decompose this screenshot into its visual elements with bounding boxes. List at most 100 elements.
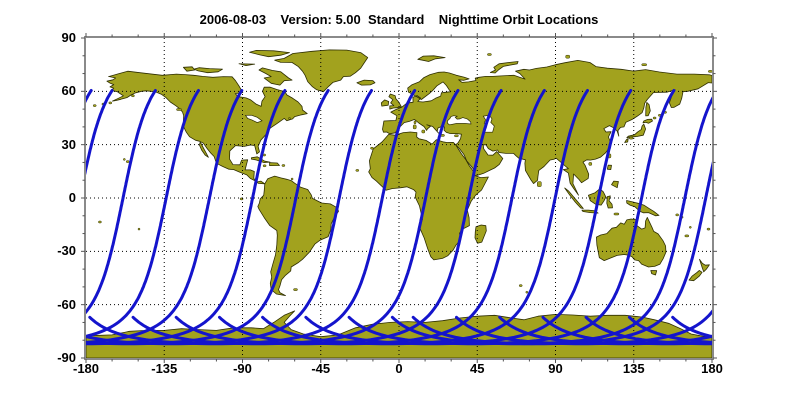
island-dot [290,177,294,181]
island-dot [525,290,529,294]
orbit-track [455,309,712,346]
x-tick-label: 180 [701,361,723,376]
orbit-track [671,315,712,339]
island-dot [131,94,135,98]
y-tick-label: 90 [61,30,76,45]
y-tick-label: 60 [61,83,76,99]
orbit-track [86,89,200,338]
island-dot [588,162,593,166]
landmass-ellesmere-island [249,50,290,58]
island-dot [412,124,417,130]
landmass-baffin-island [258,67,293,86]
y-tick-label: -90 [57,350,76,365]
island-dot [370,146,374,150]
island-dot [92,104,97,107]
island-dot [123,158,126,161]
lake-great-lakes [244,114,263,123]
orbit-track [86,89,244,344]
landmass-svalbard [417,55,446,62]
landmass-hokkaido [642,118,653,124]
landmass-luzon [606,164,612,170]
landmass-novaya-zemlya [489,61,519,74]
orbit-track [627,315,712,344]
orbit-track [304,89,633,346]
landmass-new-zealand-south [688,270,703,282]
y-tick-label: 30 [61,136,76,152]
landmass-new-zealand-north [699,258,710,273]
island-dot [613,212,620,216]
island-dot [537,181,542,187]
landmass-sulawesi [606,195,613,209]
island-dot [689,226,692,229]
orbit-track [347,89,676,346]
landmass-honshu [626,123,646,139]
x-tick-label: 0 [395,361,403,376]
landmass-banks-island [183,66,196,72]
orbit-track [86,89,330,346]
landmass-north-america [106,70,308,185]
island-dot [684,234,690,238]
island-dot [706,227,711,231]
y-tick-label: -60 [57,296,76,312]
landmass-ireland [380,99,390,107]
island-dot [413,120,417,125]
island-dot [281,164,286,167]
island-dot [137,227,141,231]
island-dot [125,160,130,163]
orbit-track [86,89,157,315]
island-dot [708,70,712,73]
island-dot [355,169,360,172]
island-dot [421,129,426,134]
landmass-iceland [356,79,376,86]
orbit-track [411,161,712,346]
island-dot [675,213,679,217]
landmass-madagascar [474,224,487,244]
island-dot [628,136,634,140]
orbit-track [261,89,589,346]
orbit-track [131,89,460,346]
x-tick-label: 90 [548,361,563,376]
island-dot [565,54,570,59]
orbit-track [218,89,546,346]
tick-marks [81,33,717,363]
island-dot [262,164,267,168]
island-dot [487,53,492,56]
island-dot [293,288,298,291]
island-dot [108,101,113,105]
orbit-track [88,89,417,346]
island-dot [98,220,102,224]
orbit-track [86,89,287,346]
landmass-new-guinea [626,200,660,217]
orbit-track [174,89,503,346]
orbit-track [759,91,800,344]
land-layer [86,49,712,358]
island-dot [641,63,647,66]
landmass-sakhalin [645,102,651,117]
lake-black-sea [447,115,472,126]
landmass-kyushu [624,138,629,143]
x-tick-label: 135 [622,361,645,376]
island-dot [652,116,657,120]
x-tick-label: -45 [311,361,331,376]
orbit-track [86,89,114,176]
landmass-south-america [257,175,339,296]
landmass-tasmania [650,270,658,276]
island-dot [518,284,523,287]
landmass-baja-california [199,141,209,158]
y-tick-label: -30 [57,243,76,259]
chart-title: 2006-08-03 Version: 5.00 Standard Nightt… [199,12,599,27]
orbit-track [716,91,800,344]
x-tick-label: -180 [72,361,100,376]
island-dot [454,134,459,138]
landmass-devon-island [238,63,256,66]
x-tick-label: -135 [151,361,178,376]
landmass-great-britain [388,93,402,110]
island-dot [176,108,182,111]
orbit-track [390,96,712,346]
y-tick-label: 0 [68,190,76,205]
landmass-mindanao [611,180,619,189]
landmass-hispaniola [269,162,280,166]
x-tick-label: -90 [233,361,252,376]
